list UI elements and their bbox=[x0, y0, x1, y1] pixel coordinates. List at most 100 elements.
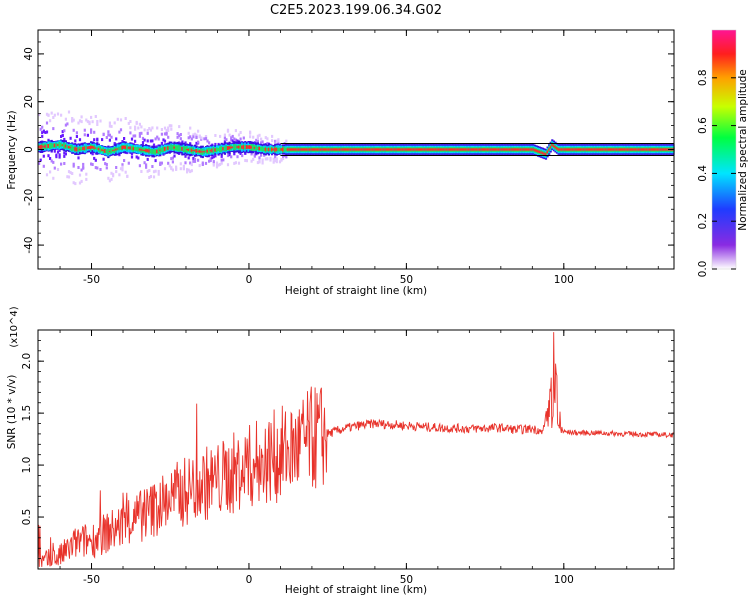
spectrogram-cell bbox=[351, 148, 354, 151]
snr-panel: -50 0 50 100 0.5 1.0 1.5 2.0 Height of straigh… bbox=[6, 306, 675, 596]
spectrogram-cell bbox=[567, 148, 570, 151]
spectrogram-cell bbox=[390, 148, 393, 151]
spectrogram-cell bbox=[618, 148, 622, 151]
colorbar-ticks: 0.0 0.2 0.4 0.6 0.8 bbox=[697, 69, 736, 277]
spectrogram-halo-cell bbox=[200, 136, 203, 140]
spectrogram-cell bbox=[163, 146, 167, 152]
spectrogram-cell bbox=[392, 148, 395, 151]
spectrogram-cell bbox=[119, 146, 123, 150]
spectrogram-cell bbox=[464, 148, 467, 151]
spectrogram-halo-cell bbox=[72, 181, 75, 185]
spectrogram-halo-cell bbox=[41, 131, 44, 135]
spectrogram-cell bbox=[644, 148, 647, 151]
spectrogram-cell bbox=[302, 148, 305, 151]
spectrogram-halo-cell bbox=[258, 160, 261, 164]
spectrogram-cell bbox=[71, 144, 74, 152]
spectrogram-cell bbox=[80, 147, 83, 151]
spectrogram-halo-cell bbox=[67, 110, 71, 114]
spectrogram-cell bbox=[332, 148, 335, 151]
spectrogram-cell bbox=[233, 144, 236, 151]
spectrogram-halo-cell bbox=[126, 174, 129, 178]
spectrogram-cell bbox=[379, 148, 382, 151]
spectrogram-halo-cell bbox=[212, 163, 215, 167]
spectrogram-halo-cell bbox=[239, 131, 242, 134]
spectrogram-cell bbox=[189, 147, 192, 153]
spectrogram-cell bbox=[141, 149, 145, 151]
spectrogram-cell bbox=[88, 146, 91, 150]
spectrogram-halo-cell bbox=[108, 133, 111, 137]
spectrogram-halo-cell bbox=[163, 132, 167, 136]
spectrogram-halo-cell bbox=[165, 131, 168, 135]
spectrogram-cell bbox=[137, 147, 140, 152]
spectrogram-cell bbox=[486, 148, 489, 151]
spectrogram-cell bbox=[557, 148, 560, 151]
y-tick-label: 1.0 bbox=[21, 457, 33, 474]
spectrogram-cell bbox=[533, 148, 537, 152]
spectrogram-halo-cell bbox=[140, 170, 143, 173]
spectrogram-halo-cell bbox=[60, 162, 63, 166]
snr-frame bbox=[37, 329, 675, 570]
spectrogram-cell bbox=[507, 148, 510, 151]
spectrogram-halo-cell bbox=[148, 176, 151, 179]
spectrogram-cell bbox=[214, 148, 217, 152]
spectrogram-cell bbox=[187, 148, 190, 151]
spectrogram-cell bbox=[395, 148, 398, 151]
spectrogram-halo-cell bbox=[242, 136, 245, 140]
spectrogram-cell bbox=[165, 146, 168, 151]
spectrogram-cell bbox=[466, 148, 469, 151]
spectrogram-cell bbox=[633, 148, 636, 151]
spectrogram-cell bbox=[590, 148, 593, 151]
spectrogram-halo-cell bbox=[93, 138, 96, 142]
spectrogram-cell bbox=[66, 144, 69, 149]
spectrogram-halo-cell bbox=[179, 133, 182, 136]
spectrogram-halo-cell bbox=[74, 182, 77, 186]
spectrogram-cell bbox=[414, 148, 417, 151]
spectrogram-halo-cell bbox=[86, 133, 89, 137]
spectrogram-cell bbox=[622, 148, 625, 151]
x-tick-label: -50 bbox=[83, 574, 100, 586]
spectrogram-cell bbox=[447, 148, 450, 151]
spectrogram-halo-cell bbox=[108, 124, 111, 128]
spectrogram-cell bbox=[444, 148, 447, 151]
spectrogram-cell bbox=[393, 148, 396, 151]
spectrogram-halo-cell bbox=[154, 159, 157, 163]
spectrogram-halo-cell bbox=[212, 162, 215, 165]
spectrogram-cell bbox=[345, 148, 348, 151]
spectrogram-cell bbox=[310, 148, 313, 151]
spectrogram-halo-cell bbox=[258, 156, 261, 160]
spectrogram-cell bbox=[55, 142, 58, 148]
spectrogram-cell bbox=[44, 144, 47, 148]
spectrogram-halo-cell bbox=[157, 169, 160, 173]
spectrogram-halo-cell bbox=[93, 130, 96, 134]
spectrogram-halo-cell bbox=[121, 168, 124, 172]
spectrogram-cell bbox=[431, 148, 434, 151]
spectrogram-halo-cell bbox=[74, 139, 77, 143]
spectrogram-halo-cell bbox=[157, 137, 160, 141]
spectrogram-halo-cell bbox=[42, 154, 45, 158]
spectrogram-cell bbox=[258, 146, 261, 151]
spectrogram-cell bbox=[225, 145, 228, 152]
spectrogram-halo-cell bbox=[190, 163, 193, 167]
spectrogram-cell bbox=[52, 143, 55, 148]
spectrogram-cell bbox=[126, 144, 129, 151]
spectrogram-cell bbox=[86, 146, 89, 150]
spectrogram-cell bbox=[494, 148, 497, 151]
spectrogram-cell bbox=[404, 148, 407, 151]
colorbar-gradient bbox=[711, 29, 737, 270]
spectrogram-cell bbox=[526, 148, 529, 151]
spectrogram-halo-cell bbox=[193, 157, 197, 161]
spectrogram-cell bbox=[445, 148, 448, 151]
spectrogram-cell bbox=[511, 148, 515, 151]
spectrogram-cell bbox=[483, 148, 486, 151]
spectrogram-cell bbox=[101, 149, 104, 151]
spectrogram-cell bbox=[50, 143, 53, 149]
spectrogram-halo-cell bbox=[102, 133, 105, 137]
spectrogram-halo-cell bbox=[127, 161, 130, 165]
spectrogram-halo-cell bbox=[107, 133, 110, 137]
spectrogram-cell bbox=[349, 148, 352, 151]
spectrogram-cell bbox=[255, 145, 258, 151]
spectrogram-cell bbox=[576, 148, 579, 151]
spectrogram-cell bbox=[430, 148, 433, 151]
spectrogram-halo-cell bbox=[274, 155, 277, 159]
spectrogram-cell bbox=[504, 148, 507, 151]
